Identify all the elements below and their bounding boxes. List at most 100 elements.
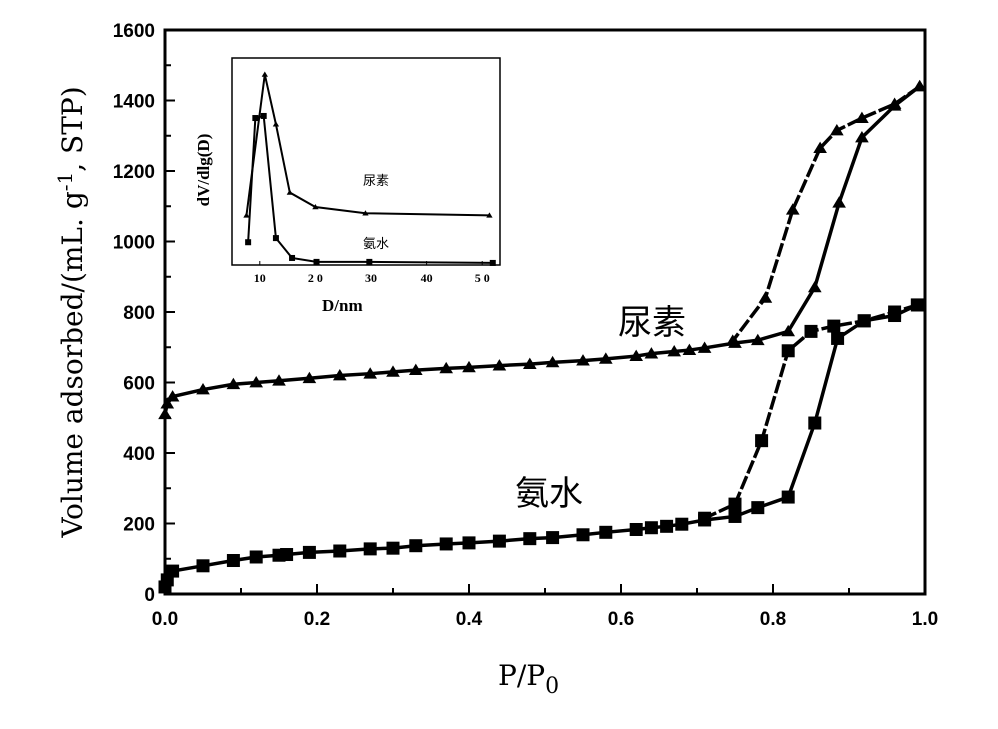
data-point-triangle (408, 363, 423, 376)
data-point-triangle (725, 334, 740, 346)
data-point-square (333, 544, 347, 558)
data-point-square (302, 545, 316, 559)
data-point-square (196, 559, 210, 573)
data-point-triangle (855, 131, 869, 143)
data-point-triangle (545, 355, 560, 368)
inset-x-tick-label: 40 (421, 271, 433, 285)
inset-frame (231, 57, 501, 266)
inset-data-point-triangle (286, 189, 293, 195)
inset-data-point-square (245, 239, 252, 246)
data-point-square (728, 509, 742, 523)
y-axis-label-tail: , STP) (56, 86, 89, 171)
series-triangle-1 (725, 79, 927, 346)
data-point-square (629, 522, 643, 536)
data-point-triangle (462, 360, 476, 373)
y-axis-label: Volume adsorbed/(mL. g-1, STP) (53, 86, 89, 538)
data-point-square (226, 554, 240, 568)
data-point-triangle (576, 354, 590, 366)
data-point-square (409, 539, 423, 553)
inset-series-square (245, 112, 496, 266)
data-point-square (728, 497, 742, 511)
x-tick-label: 0.4 (456, 609, 483, 630)
inset-data-point-square (260, 112, 267, 119)
y-tick-label: 400 (123, 444, 155, 465)
y-tick-label: 1000 (113, 233, 155, 254)
inset-data-point-triangle (486, 212, 493, 218)
series-line (163, 85, 921, 415)
inset-x-tick-label: 10 (254, 271, 266, 285)
data-point-triangle (644, 347, 659, 359)
series-line (731, 84, 921, 342)
data-point-square (804, 324, 818, 338)
data-point-triangle (855, 111, 869, 123)
y-tick-label: 600 (123, 374, 155, 395)
data-point-triangle (302, 371, 317, 384)
data-point-triangle (272, 374, 286, 386)
data-point-triangle (832, 196, 846, 208)
data-point-triangle (682, 343, 697, 355)
data-point-triangle (492, 359, 507, 371)
y-axis-label-sup: -1 (53, 172, 77, 191)
x-tick-label: 0.8 (760, 609, 786, 630)
inset-data-point-triangle (312, 204, 319, 210)
inset-x-tick-label: 5 0 (475, 271, 490, 285)
data-point-triangle (363, 367, 378, 379)
y-tick-label: 1200 (113, 162, 155, 183)
data-point-square (386, 541, 400, 555)
data-point-square (660, 519, 674, 533)
data-point-triangle (629, 349, 644, 361)
inset-series-triangle (243, 71, 493, 218)
annotation-urea: 尿素 (618, 303, 686, 343)
data-point-triangle (439, 361, 454, 374)
data-point-square (439, 537, 453, 551)
data-point-triangle (332, 368, 347, 381)
inset-annotation-ammonia: 氨水 (363, 237, 389, 252)
data-point-square (166, 564, 180, 578)
inset-data-point-square (489, 259, 496, 266)
inset-data-point-square (252, 115, 259, 122)
data-point-triangle (196, 383, 210, 395)
inset-y-axis-label: dV/dlg(D) (194, 134, 213, 207)
data-point-triangle (386, 365, 400, 377)
inset-data-point-triangle (362, 210, 369, 216)
data-point-triangle (813, 141, 827, 153)
inset-x-tick-label: 30 (365, 271, 377, 285)
x-axis-label: P/P0 (498, 659, 559, 699)
inset-data-point-square (366, 258, 373, 265)
data-point-square (781, 490, 795, 504)
inset-x-axis-label: D/nm (322, 296, 363, 315)
inset-data-point-triangle (261, 71, 268, 77)
data-point-square (675, 517, 689, 531)
data-point-triangle (249, 376, 264, 388)
data-point-triangle (785, 203, 800, 215)
data-point-triangle (598, 352, 613, 364)
x-tick-label: 0.6 (608, 609, 634, 630)
y-tick-label: 0 (144, 585, 155, 606)
x-tick-label: 1.0 (912, 609, 938, 630)
data-point-triangle (781, 324, 796, 337)
inset-data-point-square (289, 254, 296, 261)
data-point-triangle (807, 280, 822, 293)
y-tick-label: 1600 (113, 21, 155, 42)
inset-data-point-triangle (272, 121, 280, 127)
data-point-square (888, 305, 902, 319)
data-point-square (857, 314, 871, 328)
data-point-triangle (830, 123, 844, 136)
inset-data-point-square (272, 235, 279, 242)
series-square-3 (698, 298, 924, 525)
data-point-square (831, 331, 845, 345)
inset-data-point-square (313, 258, 320, 265)
data-point-triangle (758, 291, 773, 303)
y-tick-label: 800 (123, 303, 155, 324)
y-axis-label-main: Volume adsorbed/(mL. g (56, 191, 89, 538)
data-point-square (644, 521, 658, 535)
data-point-triangle (158, 407, 172, 420)
data-point-triangle (912, 79, 927, 92)
inset-axis-ticks: 10 2 0 30 40 5 0 (254, 261, 490, 285)
data-point-square (280, 548, 294, 562)
y-tick-label: 1400 (113, 92, 155, 113)
data-point-square (363, 542, 377, 556)
data-point-square (827, 319, 841, 333)
data-point-triangle (667, 344, 682, 357)
